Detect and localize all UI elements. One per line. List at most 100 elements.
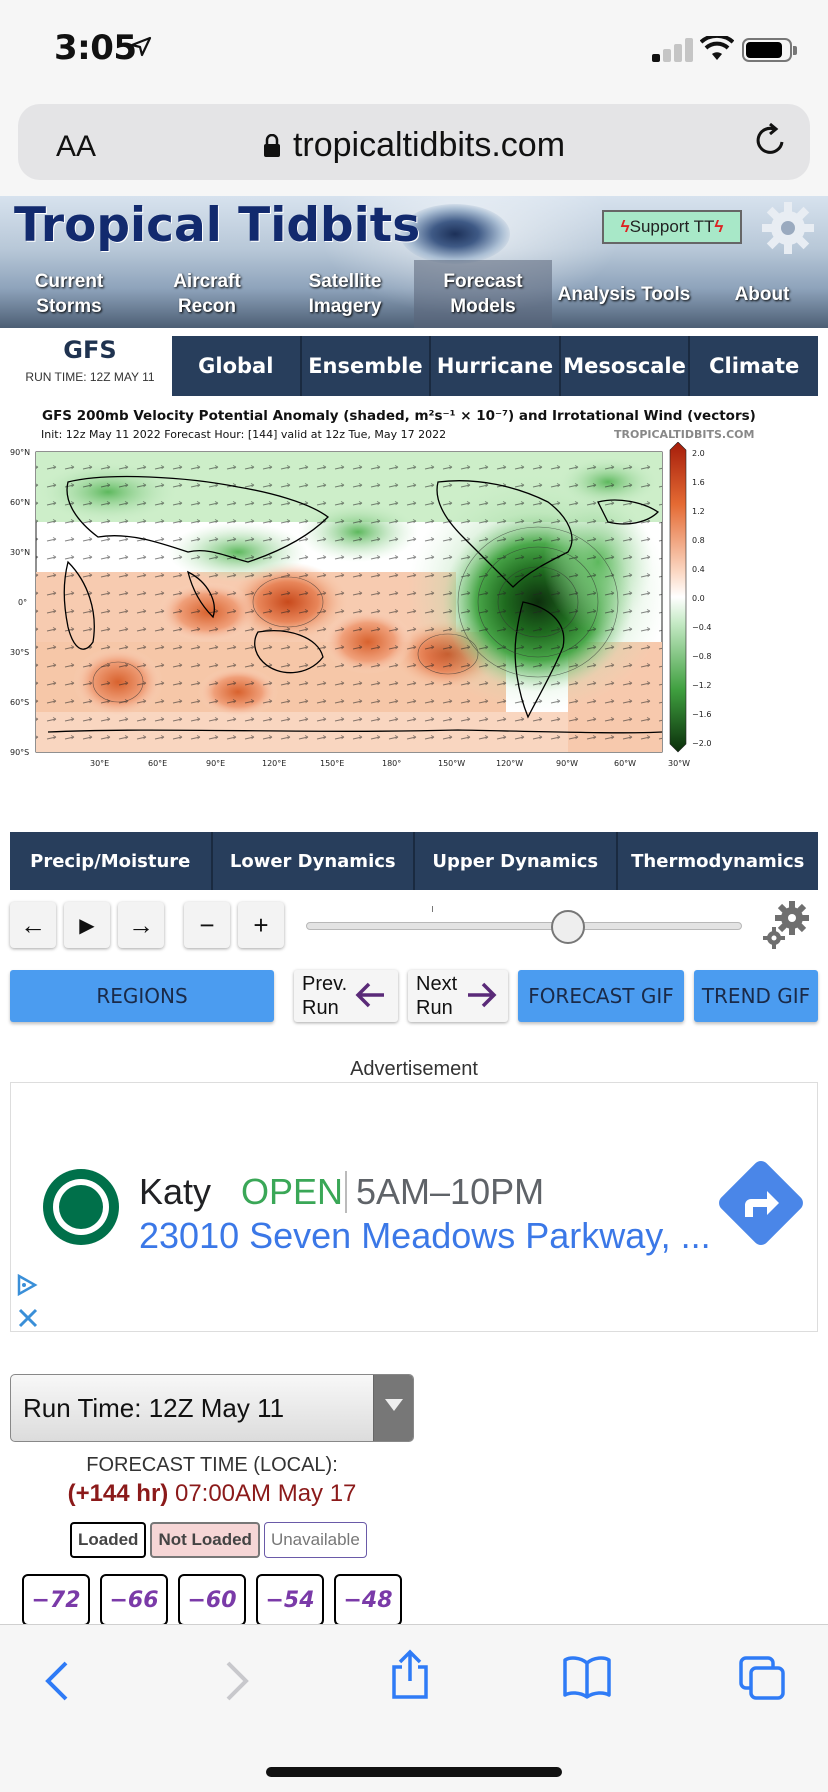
prev-run-line: Run <box>302 997 339 1019</box>
tab-climate[interactable]: Climate <box>709 354 800 378</box>
reload-icon[interactable] <box>754 122 788 158</box>
load-status-legend: Loaded Not Loaded Unavailable <box>70 1522 367 1558</box>
tab-global[interactable]: Global <box>172 336 302 396</box>
animation-controls: ← ▶ → − + <box>0 898 828 954</box>
lat-label: 60°N <box>10 498 30 507</box>
lon-label: 60°E <box>148 759 167 768</box>
url-display[interactable]: tropicaltidbits.com <box>18 126 810 165</box>
address-bar[interactable]: AA tropicaltidbits.com <box>18 104 810 180</box>
legend-unavailable: Unavailable <box>263 1522 367 1558</box>
run-time-select[interactable]: Run Time: 12Z May 11 <box>10 1374 414 1442</box>
forward-icon[interactable] <box>222 1659 252 1703</box>
home-indicator <box>266 1767 562 1777</box>
hurricane-symbol-icon: ϟ <box>714 217 724 236</box>
tab-ensemble[interactable]: Ensemble <box>302 336 432 396</box>
lat-label: 0° <box>18 598 27 607</box>
ad-separator <box>345 1171 347 1213</box>
ad-banner[interactable]: Katy OPEN 5AM–10PM 23010 Seven Meadows P… <box>10 1082 818 1332</box>
lon-label: 90°W <box>556 759 578 768</box>
tab-thermodynamics[interactable]: Thermodynamics <box>631 850 805 872</box>
back-icon[interactable] <box>42 1659 72 1703</box>
lon-label: 90°E <box>206 759 225 768</box>
ad-address[interactable]: 23010 Seven Meadows Parkway, ... <box>139 1215 711 1256</box>
nav-forecast-models[interactable]: Forecast Models <box>414 260 552 328</box>
trend-gif-button[interactable]: TREND GIF <box>694 970 818 1022</box>
tab-mesoscale[interactable]: Mesoscale <box>561 336 691 396</box>
lat-label: 90°N <box>10 448 30 457</box>
nav-label: Aircraft <box>173 271 241 292</box>
zoom-out-button[interactable]: − <box>184 902 230 948</box>
colorbar-label: −1.2 <box>692 681 711 690</box>
regions-button[interactable]: REGIONS <box>10 970 274 1022</box>
close-ad-icon[interactable] <box>17 1307 39 1329</box>
latitude-labels: 90°N 60°N 30°N 0° 30°S 60°S 90°S <box>10 448 30 757</box>
velocity-potential-map: 90°N 60°N 30°N 0° 30°S 60°S 90°S 30°E 60… <box>10 442 711 768</box>
forecast-time-value: (+144 hr) 07:00AM May 17 <box>0 1480 424 1508</box>
tab-lower-dynamics[interactable]: Lower Dynamics <box>213 832 415 890</box>
forecast-local-time: 07:00AM May 17 <box>174 1480 357 1507</box>
browser-address-area: AA tropicaltidbits.com <box>0 96 828 196</box>
nav-current-storms[interactable]: Current Storms <box>0 260 138 328</box>
bookmarks-icon[interactable] <box>562 1655 612 1699</box>
prev-run-line: Prev. <box>302 973 348 995</box>
starbucks-logo <box>43 1169 119 1245</box>
wifi-icon <box>700 36 734 60</box>
hour-button[interactable]: −48 <box>334 1574 402 1626</box>
prev-run-button[interactable]: Prev. Run <box>294 970 398 1022</box>
adchoices-icon[interactable] <box>15 1273 39 1297</box>
forecast-hour-slider[interactable] <box>306 922 742 930</box>
forecast-hour-offset: (+144 hr) <box>67 1480 169 1507</box>
play-button[interactable]: ▶ <box>64 902 110 948</box>
lon-label: 120°E <box>262 759 286 768</box>
colorbar-label: −2.0 <box>692 739 711 748</box>
nav-about[interactable]: About <box>696 260 828 328</box>
gear-icon[interactable] <box>760 200 816 256</box>
model-run-time: RUN TIME: 12Z MAY 11 <box>25 370 155 384</box>
lon-label: 120°W <box>496 759 523 768</box>
step-back-button[interactable]: ← <box>10 902 56 948</box>
hurricane-eye-image <box>400 204 510 264</box>
nav-label: Analysis Tools <box>557 283 691 305</box>
lat-label: 30°N <box>10 548 30 557</box>
support-tt-button[interactable]: ϟSupport TTϟ <box>602 210 742 244</box>
nav-satellite-imagery[interactable]: Satellite Imagery <box>276 260 414 328</box>
site-nav: Current Storms Aircraft Recon Satellite Ima… <box>0 260 828 328</box>
nav-label: Current <box>34 271 104 292</box>
lon-label: 180° <box>382 759 401 768</box>
reader-text-size-button[interactable]: AA <box>56 130 97 163</box>
hour-button[interactable]: −72 <box>22 1574 90 1626</box>
colorbar-label: 0.8 <box>692 536 705 545</box>
tabs-icon[interactable] <box>738 1655 786 1701</box>
hour-button[interactable]: −54 <box>256 1574 324 1626</box>
settings-gear-icon[interactable] <box>760 898 814 952</box>
nav-label: Forecast <box>443 271 523 292</box>
legend-loaded: Loaded <box>70 1522 147 1558</box>
model-tabs: Global Ensemble Hurricane Mesoscale Clim… <box>172 336 818 396</box>
ad-open-status: OPEN <box>241 1171 344 1212</box>
zoom-in-button[interactable]: + <box>238 902 284 948</box>
hurricane-symbol-icon: ϟ <box>620 217 630 236</box>
lon-label: 30°E <box>90 759 109 768</box>
cellular-signal-icon <box>652 38 696 62</box>
hour-button[interactable]: −66 <box>100 1574 168 1626</box>
colorbar-label: 2.0 <box>692 449 705 458</box>
site-logo-title[interactable]: Tropical Tidbits <box>14 198 421 253</box>
tab-hurricane[interactable]: Hurricane <box>431 336 561 396</box>
next-run-line: Next <box>416 973 458 995</box>
slider-thumb[interactable] <box>550 910 585 944</box>
next-run-button[interactable]: Next Run <box>408 970 508 1022</box>
colorbar-label: −1.6 <box>692 710 711 719</box>
tab-precip-moisture[interactable]: Precip/Moisture <box>10 832 213 890</box>
forecast-gif-button[interactable]: FORECAST GIF <box>518 970 684 1022</box>
figure-title: GFS 200mb Velocity Potential Anomaly (sh… <box>42 408 756 424</box>
nav-analysis-tools[interactable]: Analysis Tools <box>552 260 696 328</box>
step-forward-button[interactable]: → <box>118 902 164 948</box>
lon-label: 60°W <box>614 759 636 768</box>
nav-label: Recon <box>177 296 237 317</box>
figure-subtitle: Init: 12z May 11 2022 Forecast Hour: [14… <box>41 428 447 441</box>
nav-aircraft-recon[interactable]: Aircraft Recon <box>138 260 276 328</box>
tab-upper-dynamics[interactable]: Upper Dynamics <box>415 832 618 890</box>
model-name: GFS <box>63 336 117 364</box>
share-icon[interactable] <box>388 1649 432 1701</box>
hour-button[interactable]: −60 <box>178 1574 246 1626</box>
